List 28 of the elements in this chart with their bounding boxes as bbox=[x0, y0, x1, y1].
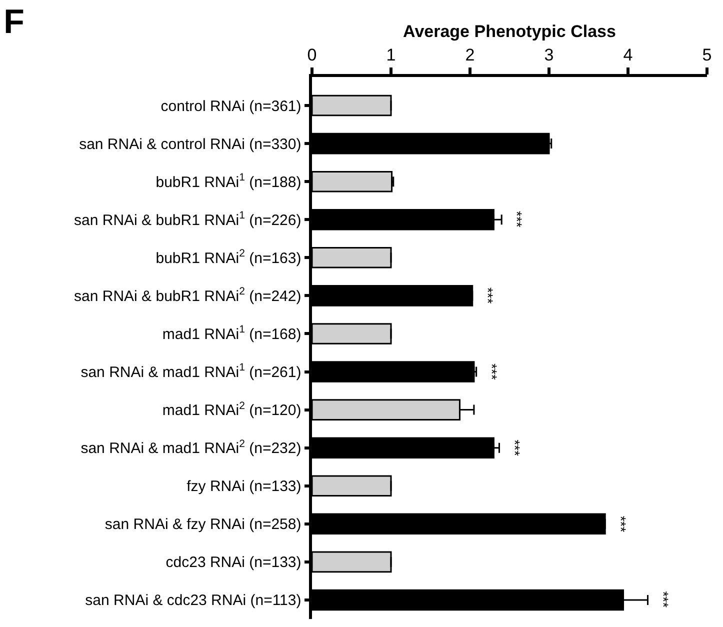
y-tick-label: san RNAi & fzy RNAi (n=258) bbox=[104, 516, 302, 534]
y-tick-label: cdc23 RNAi (n=133) bbox=[166, 554, 302, 572]
x-tick-label: 5 bbox=[702, 45, 712, 64]
y-tick-label: fzy RNAi (n=133) bbox=[186, 478, 302, 496]
annotation: *** bbox=[507, 440, 524, 457]
y-tick-label: bubR1 RNAi$^{2}$ (n=163) bbox=[156, 248, 302, 267]
y-tick-label: san RNAi & control RNAi (n=330) bbox=[79, 136, 302, 153]
x-tick-label: 0 bbox=[307, 45, 317, 64]
x-tick-label: 2 bbox=[465, 45, 475, 64]
x-tick-label: 4 bbox=[623, 45, 633, 64]
y-tick-label: san RNAi & mad1 RNAi$^{2}$ (n=232) bbox=[80, 438, 302, 458]
annotation: *** bbox=[480, 287, 496, 304]
y-tick-label: bubR1 RNAi$^{1}$ (n=188) bbox=[156, 172, 302, 191]
y-tick-label: san RNAi & mad1 RNAi$^{1}$ (n=261) bbox=[80, 362, 302, 382]
y-tick-label: mad1 RNAi$^{1}$ (n=168) bbox=[162, 324, 302, 343]
y-tick-label: san RNAi & bubR1 RNAi$^{1}$ (n=226) bbox=[74, 210, 302, 229]
y-tick-label: san RNAi & bubR1 RNAi$^{2}$ (n=242) bbox=[74, 286, 302, 305]
annotation: *** bbox=[613, 516, 629, 533]
x-axis-title: Average Phenotypic Class bbox=[403, 22, 616, 41]
y-tick-label: control RNAi (n=361) bbox=[160, 98, 302, 115]
y-tick-label: mad1 RNAi$^{2}$ (n=120) bbox=[162, 400, 302, 420]
annotation: *** bbox=[509, 211, 526, 228]
y-tick-label: san RNAi & cdc23 RNAi (n=113) bbox=[85, 592, 302, 610]
x-tick-label: 1 bbox=[386, 45, 396, 64]
x-tick-label: 3 bbox=[544, 45, 554, 64]
text: F bbox=[4, 3, 24, 42]
annotation: *** bbox=[656, 591, 672, 608]
annotation: *** bbox=[484, 363, 500, 380]
